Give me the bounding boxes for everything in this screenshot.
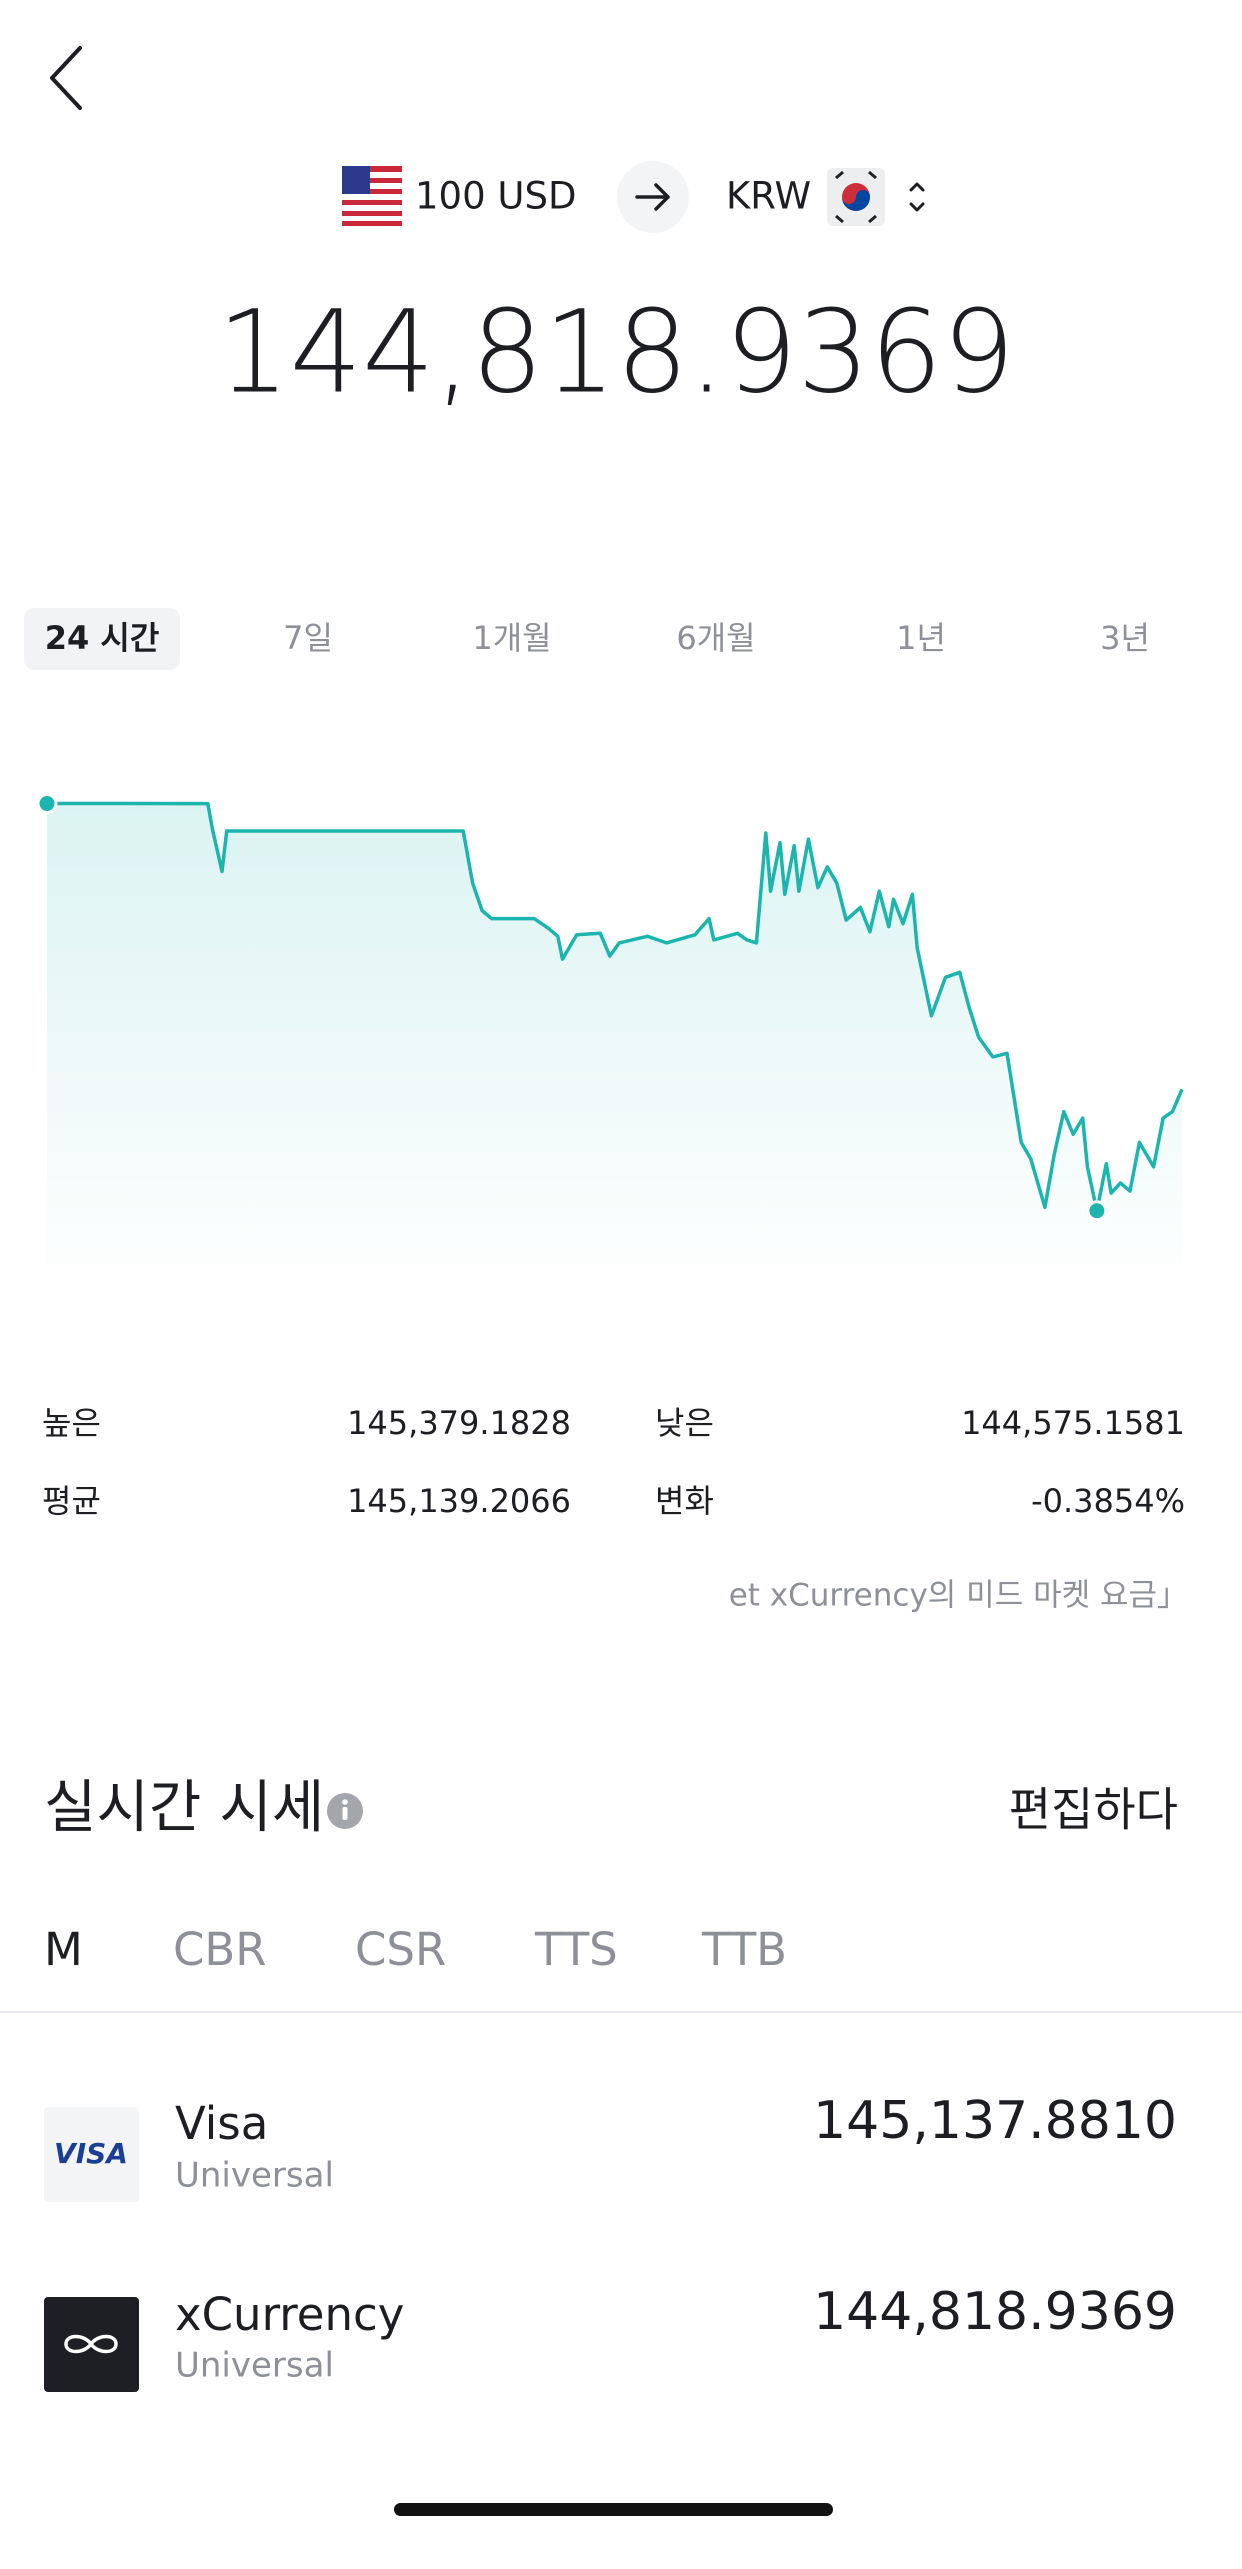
- rate-tab[interactable]: CSR: [355, 1923, 446, 1976]
- stat-value: 145,139.2066: [347, 1482, 571, 1520]
- point-marker: [36, 793, 58, 815]
- infinity-icon: [64, 2334, 118, 2354]
- line: [46, 801, 1184, 1213]
- stat-label: 평균: [42, 1482, 101, 1520]
- period-tab[interactable]: 6개월: [676, 619, 755, 657]
- stat-value: 145,379.1828: [347, 1404, 571, 1442]
- back-button[interactable]: [50, 46, 82, 110]
- provider-rate: 144,818.9369: [813, 2282, 1177, 2342]
- rate-tab[interactable]: M: [44, 1923, 83, 1976]
- period-tab[interactable]: 24 시간: [45, 619, 160, 657]
- rate-tab[interactable]: CBR: [173, 1923, 267, 1976]
- home-indicator: [394, 2503, 833, 2516]
- period-tab[interactable]: 3년: [1100, 619, 1150, 657]
- edit-button[interactable]: 편집하다: [1009, 1783, 1178, 1837]
- period-tab[interactable]: 1년: [896, 619, 946, 657]
- info-icon[interactable]: [327, 1793, 363, 1829]
- period-tab[interactable]: 1개월: [472, 619, 551, 657]
- stat-label: 변화: [655, 1482, 714, 1520]
- to-currency[interactable]: KRW: [726, 175, 811, 218]
- provider-name: Visa: [175, 2097, 268, 2150]
- arrow-icon: [635, 183, 670, 211]
- visa-logo-bg: [44, 2107, 139, 2202]
- period-tab[interactable]: 7일: [283, 619, 333, 657]
- us-flag: [342, 166, 402, 226]
- note: et xCurrency의 미드 마켓 요금」: [729, 1578, 1188, 1614]
- area: [47, 803, 1182, 1264]
- section-title: 실시간 시세: [44, 1775, 324, 1841]
- point-marker: [1086, 1200, 1108, 1222]
- stat-value: -0.3854%: [1031, 1482, 1185, 1520]
- provider-sub: Universal: [175, 2156, 334, 2196]
- rate-tab[interactable]: TTS: [534, 1923, 618, 1976]
- from-amount[interactable]: 100 USD: [415, 175, 576, 218]
- provider-name: xCurrency: [175, 2288, 404, 2341]
- selected-tab-bg: [24, 608, 180, 670]
- currency-picker[interactable]: [909, 182, 925, 212]
- visa-logo: VISA: [54, 2137, 128, 2170]
- rate-tab[interactable]: TTB: [701, 1923, 787, 1976]
- stat-value: 144,575.1581: [961, 1404, 1185, 1442]
- kr-flag: [827, 168, 885, 226]
- stat-label: 높은: [42, 1404, 101, 1442]
- stat-label: 낮은: [655, 1404, 714, 1442]
- provider-rate: 145,137.8810: [813, 2091, 1177, 2151]
- provider-sub: Universal: [175, 2346, 334, 2386]
- converted-amount: 144,818.9369: [217, 285, 1015, 418]
